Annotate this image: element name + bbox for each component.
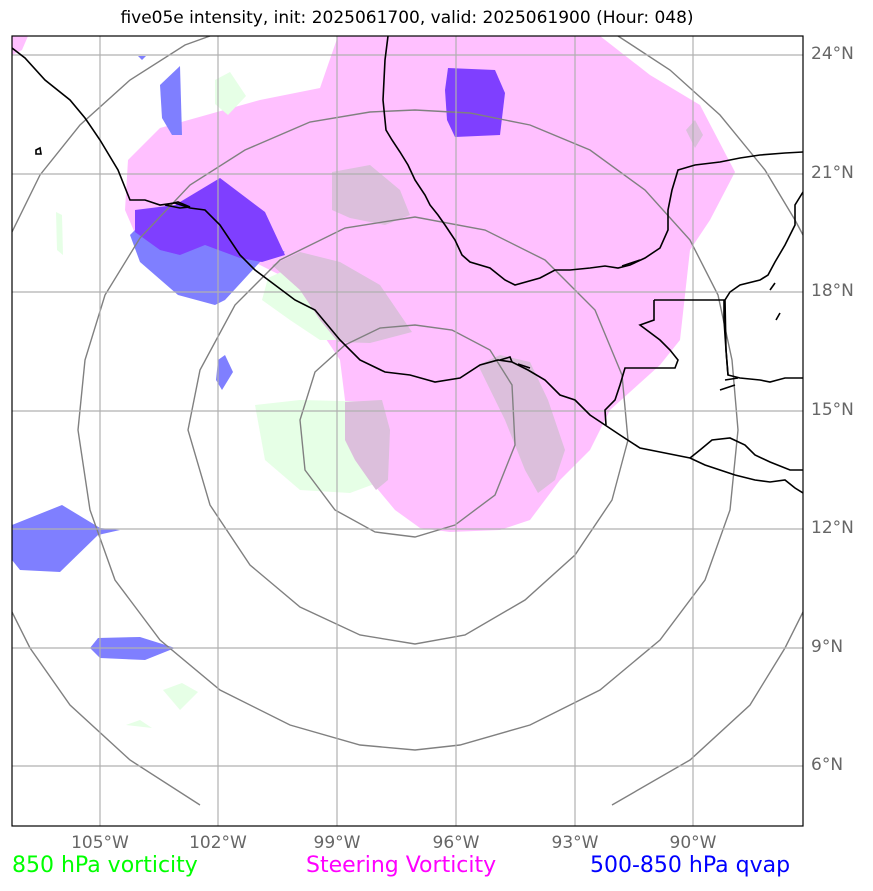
lat-label-6n: 6°N [811,755,844,775]
legend-steering-vorticity: Steering Vorticity [306,853,497,878]
qvap-field [160,66,182,135]
qvap-strong-field [135,178,285,262]
range-ring-4 [611,611,803,806]
island-marker [621,259,641,267]
qvap-field [12,505,120,572]
range-ring-4 [12,611,201,806]
coastlines [12,36,803,494]
vorticity-850-patch [56,212,63,255]
lat-label-9n: 9°N [811,637,844,657]
lon-label-99w: 99°W [313,833,361,853]
lon-label-105w: 105°W [71,833,129,853]
lon-label-96w: 96°W [432,833,480,853]
vorticity-850-patch [163,683,198,710]
vorticity-850-patch [215,72,246,115]
island-marker [719,377,739,391]
mexico-pacific-coast [12,47,803,494]
vorticity-850-patch [126,720,152,728]
range-ring-3 [77,109,739,751]
qvap-field [216,355,233,390]
central-america-border [689,437,803,471]
map-frame [11,35,804,827]
lon-label-93w: 93°W [551,833,599,853]
lat-label-15n: 15°N [811,400,854,420]
lon-label-102w: 102°W [189,833,247,853]
island-marker [35,146,42,155]
legend-850-vorticity: 850 hPa vorticity [12,853,198,878]
guatemala-border [604,299,729,426]
graticule [12,36,803,826]
island-marker [499,356,531,369]
overlap-field [686,120,703,148]
lat-label-12n: 12°N [811,518,854,538]
lat-label-21n: 21°N [811,163,854,183]
steering-vorticity-patch [12,36,28,55]
overlap-field [478,355,565,493]
lat-label-24n: 24°N [811,44,854,64]
range-ring-4 [12,36,211,233]
vorticity-850-patch [262,268,340,340]
overlap-field [345,400,390,490]
range-ring-4 [617,36,803,236]
overlap-field [272,252,412,343]
range-ring-inner [299,324,516,538]
island-marker [164,201,191,209]
island-marker [769,282,781,321]
lat-label-18n: 18°N [811,281,854,301]
overlap-field [332,165,410,225]
qvap-field [138,56,146,60]
gulf-coast [382,36,803,286]
lon-label-90w: 90°W [669,833,717,853]
qvap-strong-field [445,68,505,137]
map-title: five05e intensity, init: 2025061700, val… [120,8,694,28]
yucatan-coast [724,191,803,383]
range-rings [12,36,803,806]
legend-qvap: 500-850 hPa qvap [590,853,791,878]
